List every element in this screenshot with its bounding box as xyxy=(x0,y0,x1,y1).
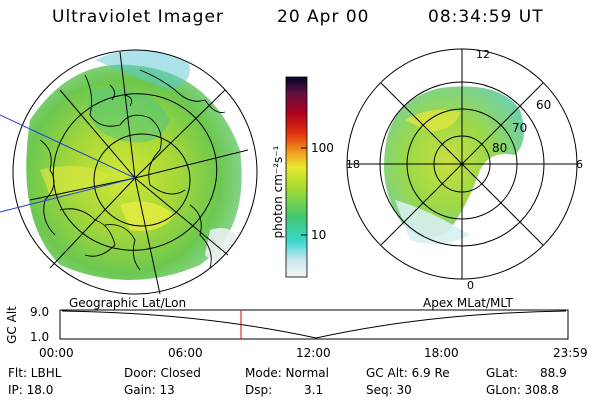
colorbar-unit-label: photon cm⁻²s⁻¹ xyxy=(271,145,285,239)
app-title: Ultraviolet Imager xyxy=(52,7,224,27)
dsp-label: Dsp: xyxy=(245,383,273,397)
mlt-label-6: 6 xyxy=(576,158,583,171)
mlt-grid xyxy=(346,48,578,280)
mode-info: Mode: Normal xyxy=(245,366,329,380)
dsp-value: 3.1 xyxy=(304,383,324,397)
mlt-label-18: 18 xyxy=(346,158,360,171)
filter-info: Flt: LBHL xyxy=(8,366,62,380)
mlat-ring-60: 60 xyxy=(536,98,552,112)
altitude-ylabel: GC Alt xyxy=(5,306,19,344)
mlat-ring-70: 70 xyxy=(512,121,528,135)
apex-label: Apex MLat/MLT xyxy=(423,296,513,310)
altitude-curve xyxy=(61,310,567,339)
colorbar-tick-100: 100 xyxy=(311,141,334,155)
geographic-label: Geographic Lat/Lon xyxy=(69,296,187,310)
colorbar-tick-10: 10 xyxy=(311,228,327,242)
mlt-label-0: 0 xyxy=(467,279,474,292)
altitude-xtick-0000: 00:00 xyxy=(39,346,74,360)
altitude-ytick-low: 1.0 xyxy=(30,330,50,344)
altitude-xtick-1200: 12:00 xyxy=(296,346,331,360)
ip-info: IP: 18.0 xyxy=(8,383,54,397)
colorbar xyxy=(285,76,308,278)
gain-info: Gain: 13 xyxy=(124,383,175,397)
altitude-xtick-2359: 23:59 xyxy=(553,346,588,360)
altitude-ytick-high: 9.0 xyxy=(30,305,50,319)
mlat-ring-80: 80 xyxy=(492,141,508,155)
seq-info: Seq: 30 xyxy=(366,383,412,397)
door-info: Door: Closed xyxy=(124,366,201,380)
glat-label: GLat: xyxy=(486,366,519,380)
altitude-xtick-1800: 18:00 xyxy=(424,346,459,360)
gc-alt-info: GC Alt: 6.9 Re xyxy=(366,366,450,380)
date-label: 20 Apr 00 xyxy=(277,7,370,27)
mlt-label-12: 12 xyxy=(476,48,490,61)
glat-value: 88.9 xyxy=(540,366,567,380)
altitude-xtick-0600: 06:00 xyxy=(168,346,203,360)
time-label: 08:34:59 UT xyxy=(428,7,544,27)
glon-info: GLon: 308.8 xyxy=(486,383,559,397)
